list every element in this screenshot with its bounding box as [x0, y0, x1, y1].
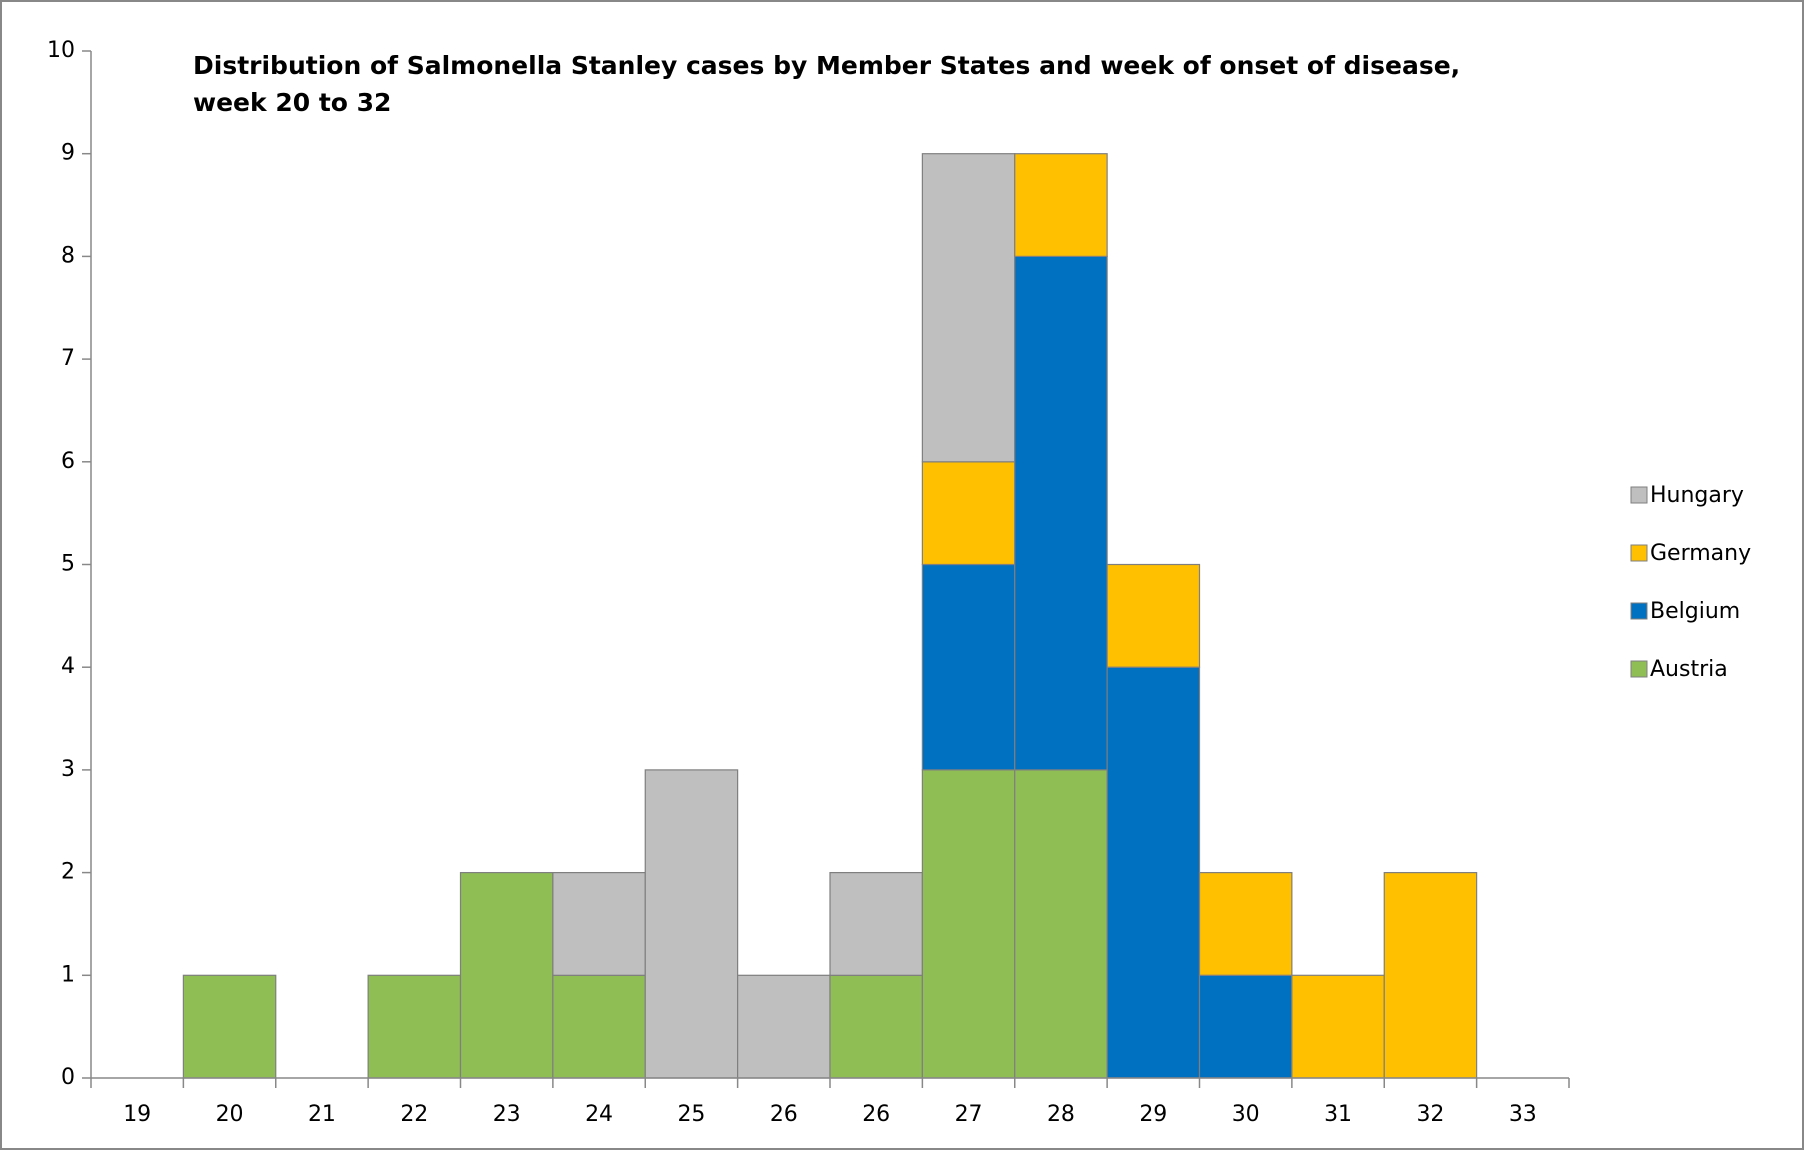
bar-segment — [1014, 255, 1108, 771]
x-tick-label: 28 — [1047, 1102, 1075, 1127]
x-tick-label: 24 — [585, 1102, 613, 1127]
x-tick-label: 25 — [677, 1102, 705, 1127]
x-tick-label: 30 — [1232, 1102, 1260, 1127]
legend-label: Austria — [1650, 657, 1728, 682]
legend-swatch — [1630, 486, 1648, 504]
y-tick-label: 2 — [61, 860, 75, 885]
bar-segment — [1106, 563, 1201, 668]
bar-segment — [1014, 769, 1108, 1079]
chart-title: week 20 to 32 — [193, 88, 391, 117]
y-tick-label: 1 — [61, 962, 75, 987]
x-tick-label: 26 — [770, 1102, 798, 1127]
bar-segment — [367, 974, 462, 1079]
legend-label: Germany — [1650, 541, 1751, 566]
bar-segment — [1198, 871, 1293, 976]
x-tick-label: 29 — [1139, 1102, 1167, 1127]
y-tick-label: 6 — [61, 449, 75, 474]
bar-segment — [921, 461, 1016, 566]
legend-swatch — [1630, 660, 1648, 678]
x-tick-label: 27 — [955, 1102, 983, 1127]
bar-segment — [829, 871, 923, 976]
bar-segment — [737, 974, 831, 1079]
y-tick-label: 8 — [61, 243, 75, 268]
bar-segment — [921, 769, 1016, 1079]
legend-swatch — [1630, 544, 1648, 562]
x-tick-label: 19 — [123, 1102, 151, 1127]
x-tick-label: 20 — [216, 1102, 244, 1127]
bar-segment — [644, 769, 739, 1079]
bar-segment — [921, 153, 1016, 463]
x-tick-label: 26 — [862, 1102, 890, 1127]
bar-segment — [829, 974, 923, 1079]
x-tick-label: 33 — [1509, 1102, 1537, 1127]
legend-label: Hungary — [1650, 483, 1744, 508]
bar-segment — [1383, 871, 1478, 1079]
y-tick-label: 3 — [61, 757, 75, 782]
legend-swatch — [1630, 602, 1648, 620]
bar-segment — [1106, 666, 1201, 1079]
x-tick-label: 21 — [308, 1102, 336, 1127]
y-tick-label: 5 — [61, 552, 75, 577]
x-tick-label: 22 — [400, 1102, 428, 1127]
y-tick-label: 7 — [61, 346, 75, 371]
bar-segment — [1014, 153, 1108, 257]
y-tick-label: 0 — [61, 1065, 75, 1090]
x-tick-label: 32 — [1416, 1102, 1444, 1127]
y-tick-label: 10 — [47, 38, 75, 63]
bar-segment — [1291, 974, 1385, 1079]
bar-segment — [552, 974, 646, 1079]
y-tick-label: 9 — [61, 141, 75, 166]
bar-segment — [552, 871, 646, 976]
bar-segment — [459, 871, 554, 1079]
bar-segment — [921, 563, 1016, 771]
bar-segment — [1198, 974, 1293, 1079]
chart-title: Distribution of Salmonella Stanley cases… — [193, 51, 1460, 80]
legend-label: Belgium — [1650, 599, 1740, 624]
y-tick-label: 4 — [61, 654, 75, 679]
bar-segment — [182, 974, 277, 1079]
x-tick-label: 31 — [1324, 1102, 1352, 1127]
x-tick-label: 23 — [493, 1102, 521, 1127]
